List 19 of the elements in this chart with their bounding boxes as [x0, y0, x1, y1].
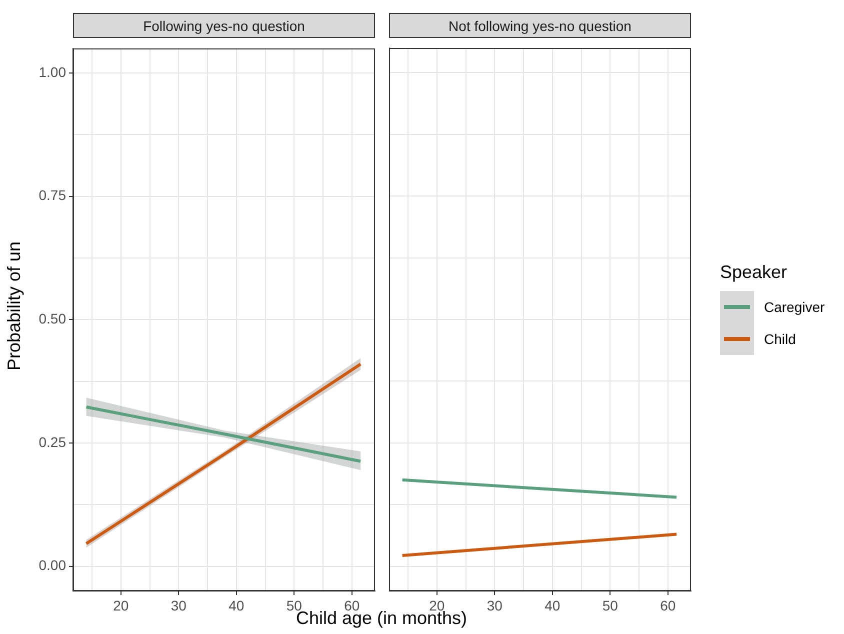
y-tick-label: 0.75 [38, 187, 66, 204]
x-tick-label: 60 [660, 597, 676, 614]
x-tick-label: 40 [544, 597, 560, 614]
x-tick-label: 50 [602, 597, 618, 614]
chart-title: Following yes-no question [73, 13, 375, 38]
chart-title: Not following yes-no question [389, 13, 691, 38]
legend-title: Speaker [720, 262, 788, 283]
legend-label: Caregiver [764, 299, 825, 315]
y-axis-title: Probability of un [4, 241, 25, 371]
y-tick-label: 0.50 [38, 310, 66, 327]
x-tick-label: 40 [228, 597, 244, 614]
y-tick-label: 0.00 [38, 557, 66, 574]
y-tick-label: 0.25 [38, 434, 66, 450]
legend-label: Child [764, 331, 796, 347]
x-tick-label: 30 [170, 597, 187, 614]
x-tick-label: 30 [486, 597, 503, 614]
x-tick-label: 60 [344, 597, 360, 614]
x-tick-label: 20 [113, 597, 129, 614]
y-tick-label: 1.00 [38, 64, 66, 80]
